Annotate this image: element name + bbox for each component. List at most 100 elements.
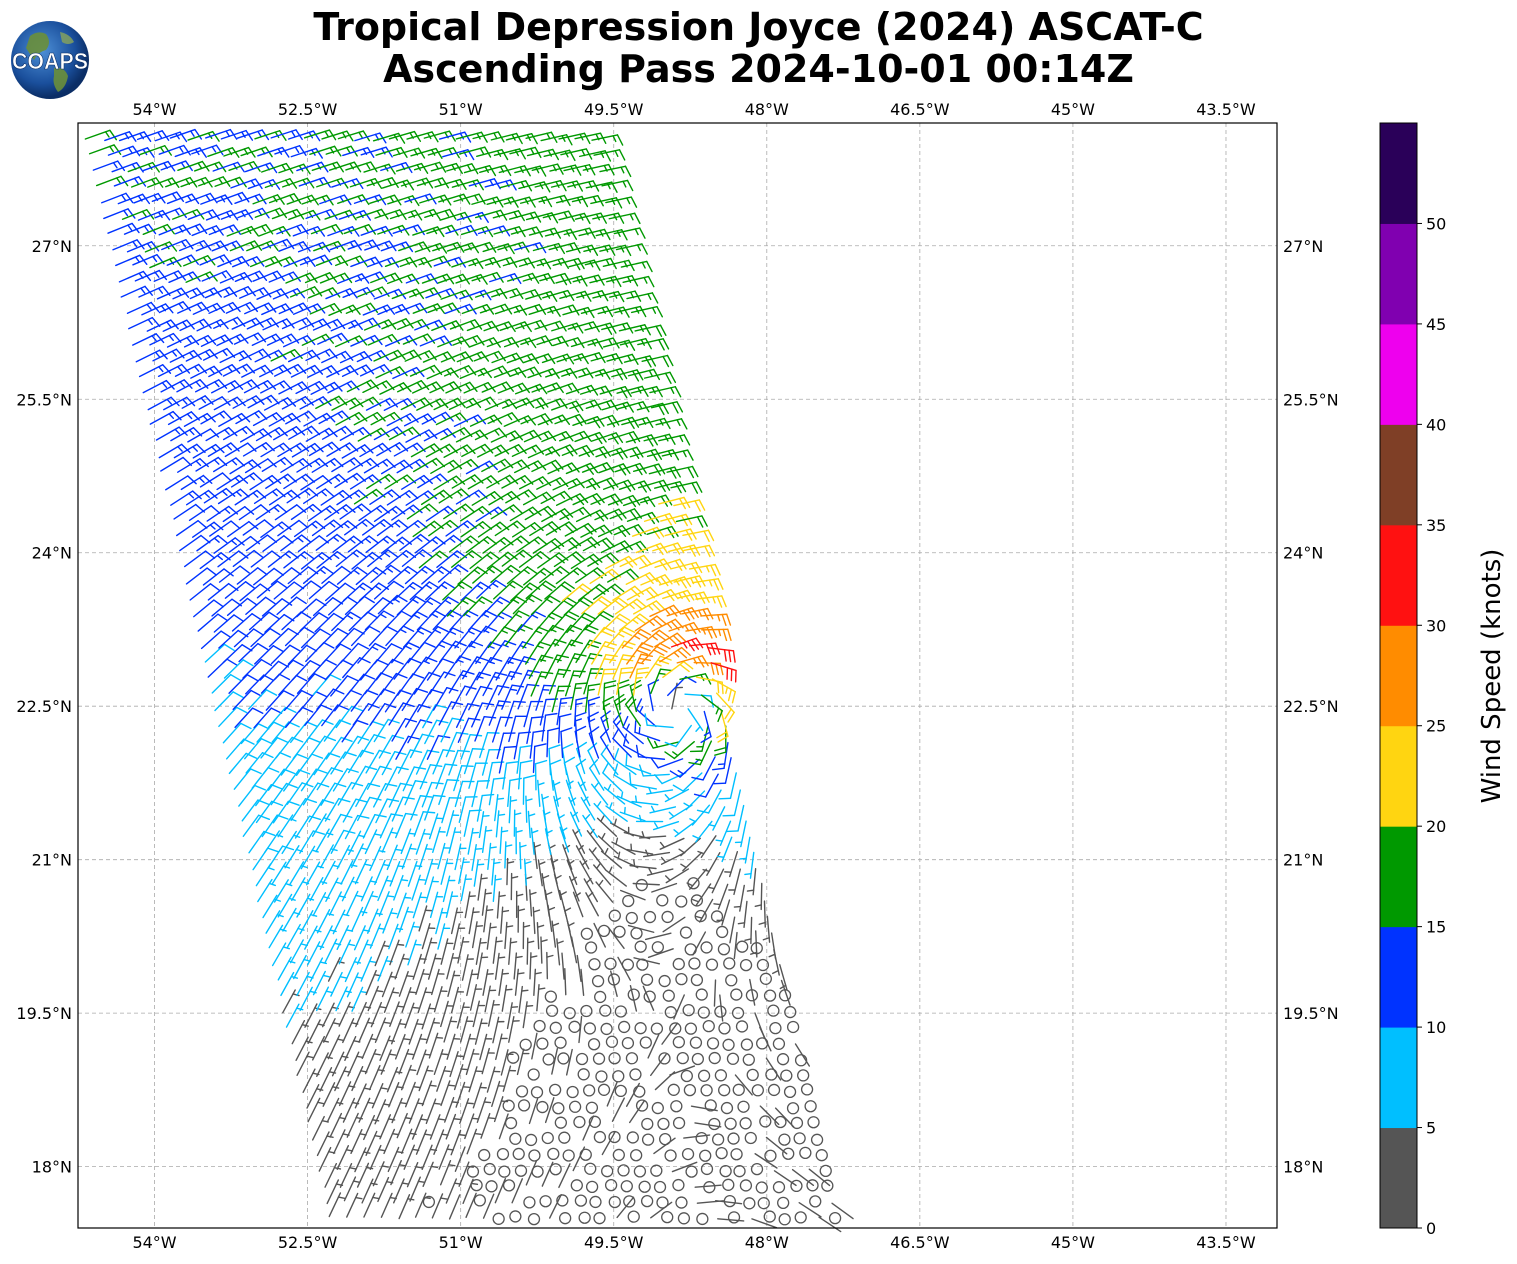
wind-barb bbox=[437, 564, 469, 583]
wind-calm-marker bbox=[573, 1115, 586, 1129]
wind-barb bbox=[240, 223, 274, 235]
wind-calm-marker bbox=[549, 1021, 562, 1034]
wind-barb bbox=[482, 537, 514, 554]
wind-barb bbox=[587, 414, 620, 428]
wind-barb bbox=[611, 837, 636, 856]
wind-barb bbox=[339, 503, 371, 520]
wind-calm-marker bbox=[739, 1117, 752, 1130]
wind-barb bbox=[283, 335, 316, 348]
wind-barb bbox=[412, 953, 427, 980]
wind-barb bbox=[205, 128, 238, 140]
wind-barb bbox=[480, 1112, 496, 1139]
wind-calm-marker bbox=[704, 1099, 717, 1112]
wind-calm-marker bbox=[527, 1068, 540, 1081]
wind-barb bbox=[306, 1084, 324, 1109]
wind-calm-marker bbox=[514, 1164, 528, 1177]
wind-barb bbox=[268, 489, 301, 506]
wind-barb bbox=[172, 209, 205, 220]
wind-barb bbox=[635, 542, 668, 555]
wind-barb bbox=[467, 475, 500, 490]
wind-calm-marker bbox=[790, 1116, 804, 1130]
wind-calm-marker bbox=[662, 989, 675, 1002]
wind-barb bbox=[501, 549, 533, 567]
wind-barb bbox=[296, 673, 326, 694]
wind-calm-marker bbox=[659, 1132, 672, 1146]
wind-barb bbox=[357, 642, 387, 664]
wind-calm-marker bbox=[743, 1197, 756, 1210]
wind-barb bbox=[422, 351, 456, 363]
wind-barb bbox=[273, 426, 306, 441]
wind-barb bbox=[307, 287, 341, 299]
wind-barb bbox=[232, 256, 265, 268]
wind-calm-marker bbox=[604, 1178, 618, 1192]
wind-barb bbox=[183, 550, 216, 568]
wind-barb bbox=[612, 727, 632, 758]
wind-barb bbox=[689, 804, 711, 826]
wind-barb bbox=[628, 1100, 645, 1124]
wind-calm-marker bbox=[640, 973, 654, 986]
wind-barb bbox=[374, 1099, 391, 1125]
wind-barb bbox=[618, 613, 650, 632]
lon-tick-label-top: 52.5°W bbox=[278, 100, 338, 119]
wind-barb bbox=[278, 381, 311, 395]
wind-barb bbox=[233, 628, 265, 648]
wind-barb bbox=[120, 285, 153, 298]
wind-barb bbox=[254, 349, 287, 363]
wind-barb bbox=[425, 1098, 441, 1125]
wind-barb bbox=[460, 226, 494, 238]
wind-barb bbox=[452, 335, 485, 346]
wind-calm-marker bbox=[759, 972, 772, 985]
wind-barb bbox=[187, 428, 220, 443]
wind-barb bbox=[602, 762, 623, 792]
wind-barb bbox=[454, 843, 467, 871]
wind-calm-marker bbox=[630, 927, 643, 940]
wind-barb bbox=[666, 465, 699, 479]
wind-barb bbox=[629, 679, 643, 713]
colorbar-bin bbox=[1380, 1027, 1417, 1129]
wind-calm-marker bbox=[786, 1102, 800, 1115]
wind-barb bbox=[582, 1115, 595, 1141]
wind-calm-marker bbox=[681, 1147, 695, 1161]
wind-calm-marker bbox=[710, 910, 724, 923]
wind-barb bbox=[548, 668, 571, 695]
wind-calm-marker bbox=[544, 990, 557, 1003]
wind-barb bbox=[451, 179, 484, 191]
wind-barb bbox=[509, 429, 542, 442]
wind-barb bbox=[664, 868, 690, 884]
wind-barb bbox=[600, 613, 631, 633]
wind-barb bbox=[605, 196, 638, 208]
wind-barb bbox=[491, 1080, 506, 1108]
wind-barb bbox=[235, 410, 268, 425]
wind-barb bbox=[356, 1162, 374, 1188]
lon-tick-label-bottom: 51°W bbox=[439, 1233, 483, 1252]
wind-calm-marker bbox=[697, 1069, 711, 1082]
wind-calm-marker bbox=[575, 1052, 589, 1066]
wind-barb bbox=[211, 240, 244, 252]
wind-barb bbox=[303, 129, 337, 141]
wind-barb bbox=[460, 874, 473, 902]
wind-barb bbox=[768, 932, 777, 960]
wind-calm-marker bbox=[627, 988, 640, 1001]
wind-barb bbox=[278, 241, 311, 252]
wind-calm-marker bbox=[595, 1070, 608, 1083]
wind-barb bbox=[541, 431, 574, 443]
wind-barb bbox=[630, 385, 663, 398]
wind-barb bbox=[425, 288, 458, 299]
wind-barb bbox=[497, 459, 530, 473]
wind-barb bbox=[612, 585, 644, 601]
wind-barb bbox=[305, 208, 338, 220]
wind-barb bbox=[492, 1016, 505, 1044]
wind-barb bbox=[580, 524, 613, 538]
wind-barb bbox=[593, 862, 612, 886]
wind-barb bbox=[362, 813, 387, 839]
wind-barb bbox=[608, 212, 641, 225]
wind-barb bbox=[533, 841, 541, 870]
wind-barb bbox=[265, 690, 295, 711]
wind-calm-marker bbox=[638, 1180, 651, 1193]
wind-barb bbox=[397, 749, 423, 774]
wind-barb bbox=[621, 628, 652, 649]
wind-barb bbox=[276, 596, 307, 616]
wind-barb bbox=[587, 552, 620, 567]
wind-barb bbox=[613, 763, 638, 790]
graticule bbox=[78, 123, 1277, 1228]
